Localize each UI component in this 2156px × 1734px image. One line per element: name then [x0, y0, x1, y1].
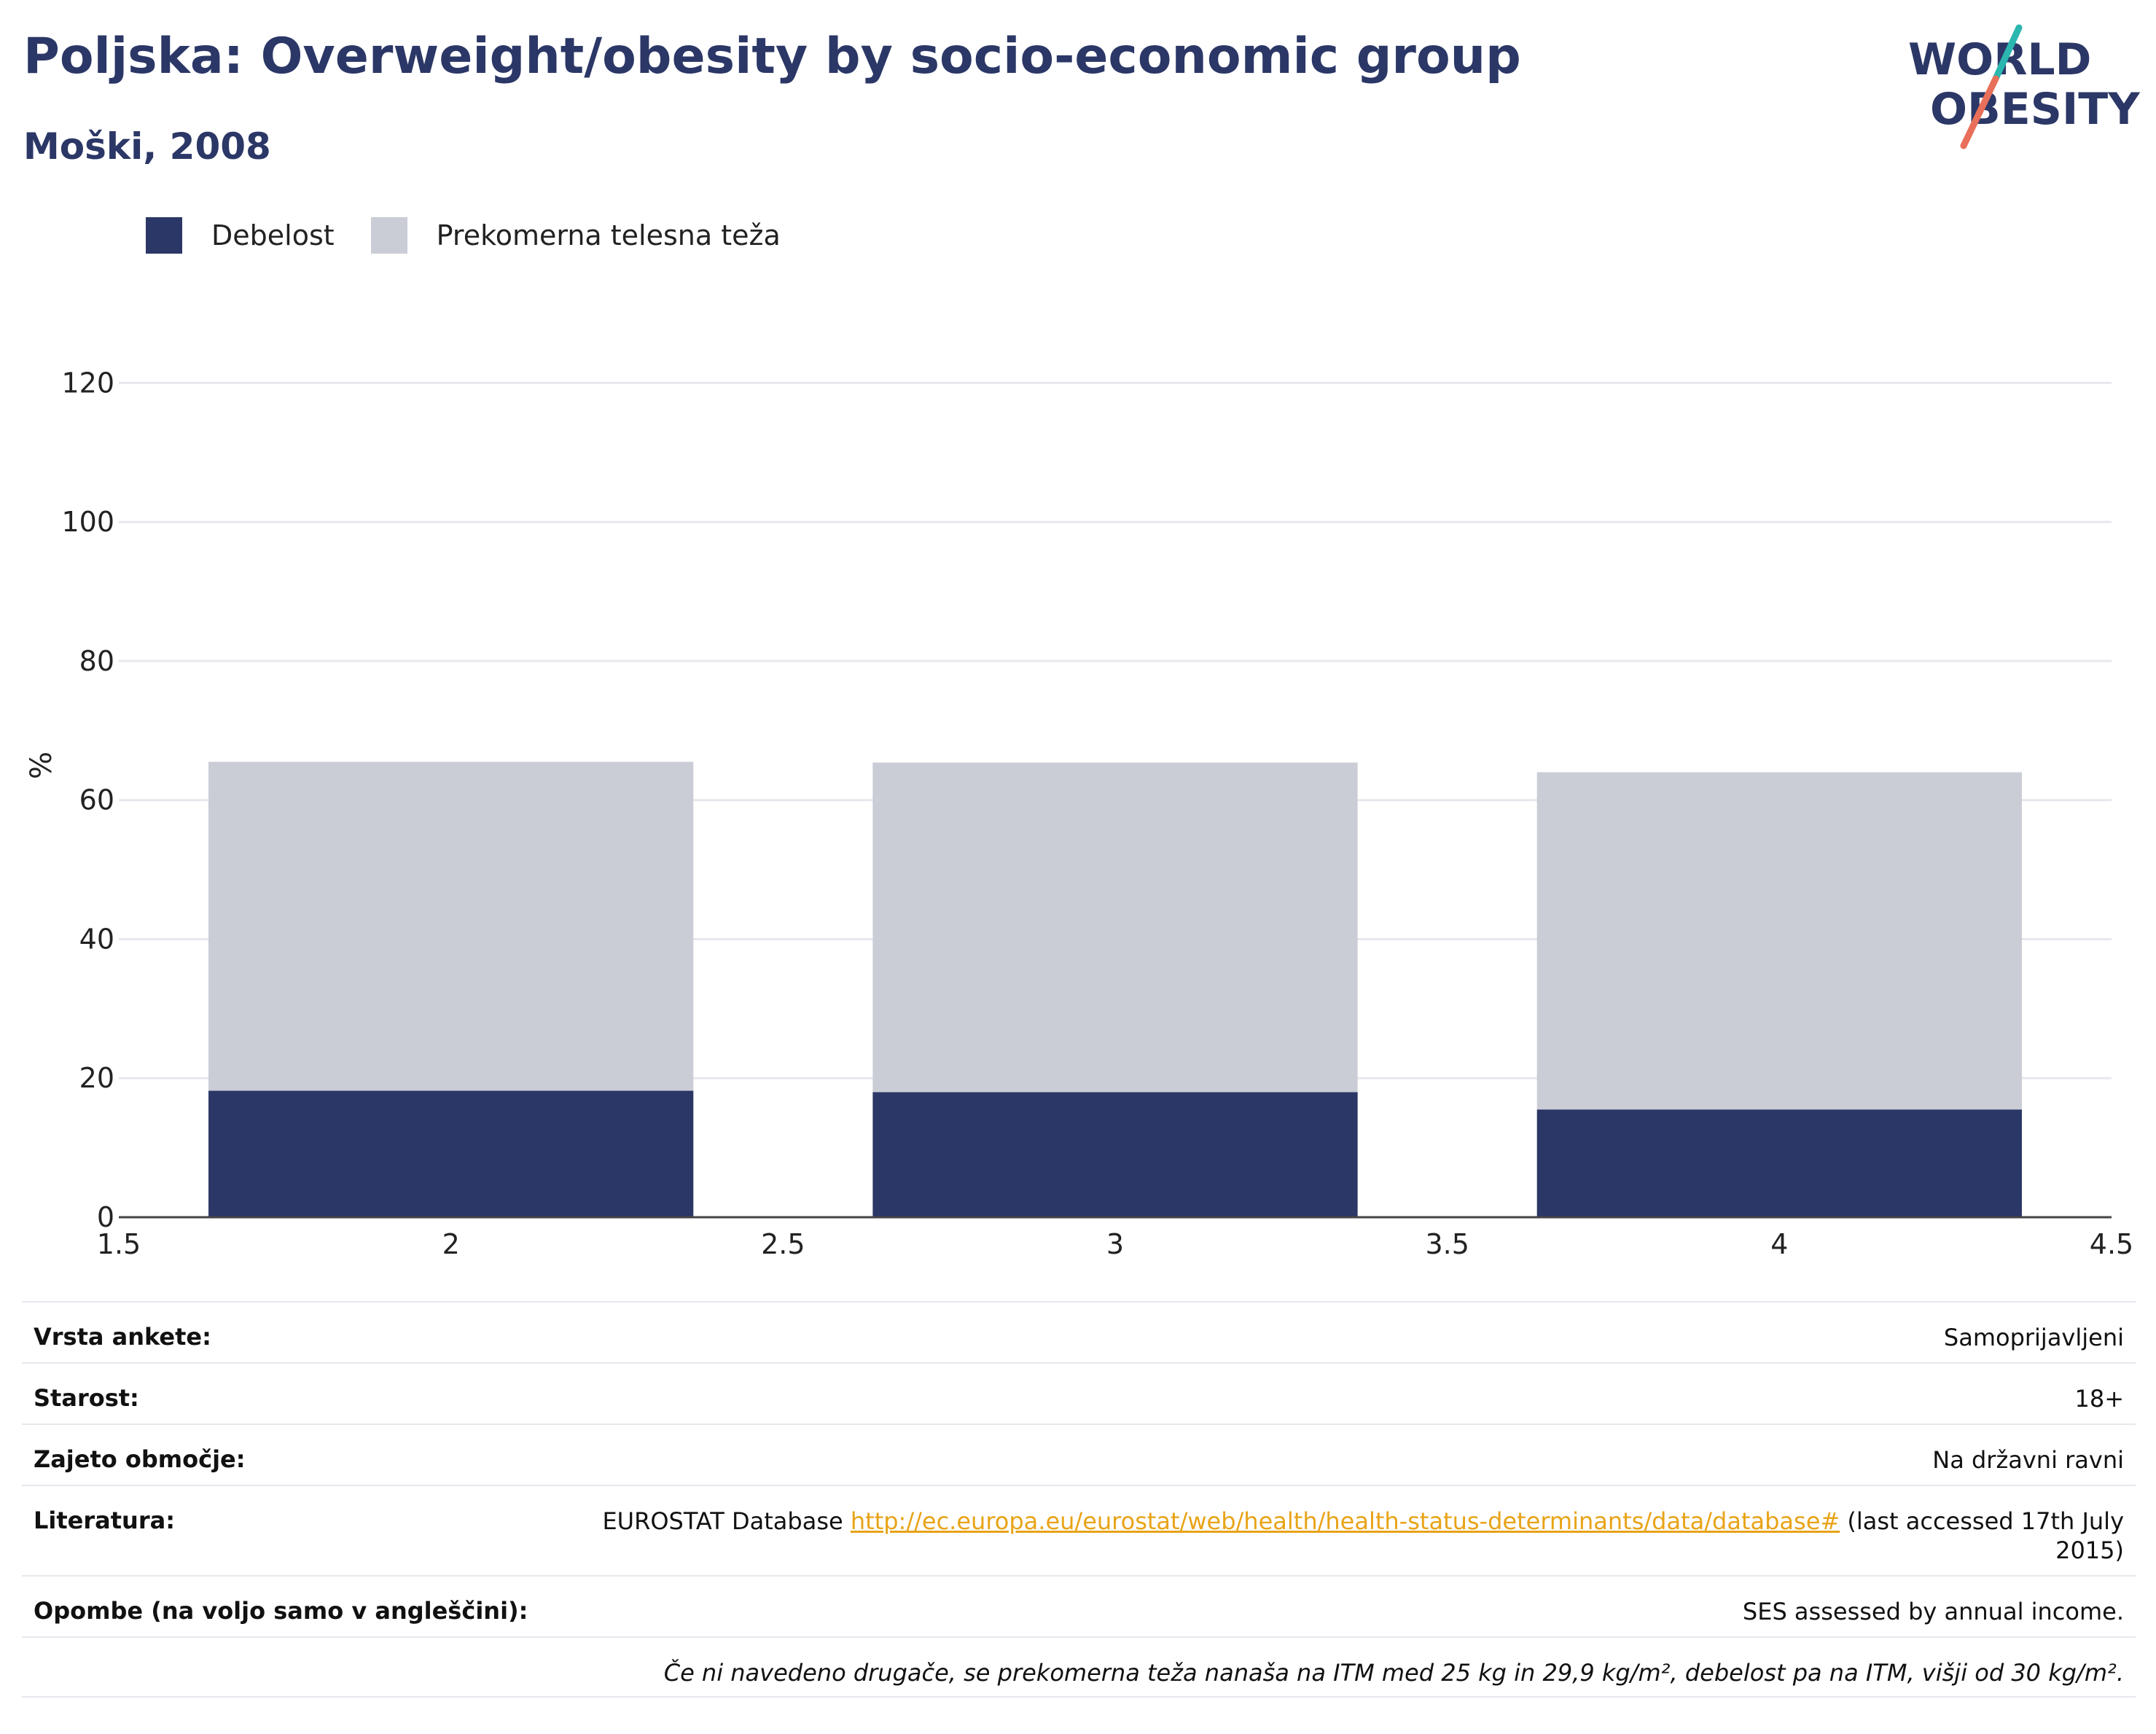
x-tick-label: 2.5	[761, 1228, 805, 1260]
x-tick-label: 1.5	[97, 1228, 141, 1260]
legend-item-overweight[interactable]: Prekomerna telesna teža	[370, 217, 781, 254]
info-value-survey-type: Samoprijavljeni	[1943, 1324, 2124, 1351]
legend-item-obesity[interactable]: Debelost	[146, 217, 335, 254]
bar-overweight	[872, 762, 1358, 1093]
stacked-bar-chart: 0 20 40 60 80 100 120% 1.5 2 2.5 3 3.5 4 4.5	[25, 367, 2133, 1260]
info-row-footnote: Če ni navedeno drugače, se prekomerna te…	[22, 1636, 2136, 1698]
bar-obesity	[208, 1090, 694, 1217]
world-obesity-logo: WORLD OBESITY	[1908, 24, 2141, 149]
bar-overweight	[1536, 772, 2022, 1110]
info-table: Vrsta ankete: Samoprijavljeni Starost: 1…	[22, 1301, 2136, 1698]
reference-link[interactable]: http://ec.europa.eu/eurostat/web/health/…	[850, 1507, 1840, 1535]
bar-obesity	[1536, 1109, 2022, 1217]
x-tick-label: 3.5	[1425, 1228, 1469, 1260]
x-tick-label: 2	[442, 1228, 460, 1260]
logo-slash-top	[1992, 24, 2023, 82]
y-axis-label: %	[25, 751, 58, 779]
reference-suffix: (last accessed 17th July 2015)	[1840, 1507, 2124, 1564]
info-value-references: EUROSTAT Database http://ec.europa.eu/eu…	[557, 1507, 2124, 1565]
info-value-coverage: Na državni ravni	[1932, 1446, 2124, 1474]
reference-prefix: EUROSTAT Database	[602, 1507, 851, 1535]
x-tick-label: 3	[1106, 1228, 1124, 1260]
page-title: Poljska: Overweight/obesity by socio-eco…	[23, 28, 1521, 85]
legend-swatch-obesity	[146, 217, 182, 254]
legend-label-overweight: Prekomerna telesna teža	[436, 219, 781, 251]
info-row-age: Starost: 18+	[22, 1362, 2136, 1423]
y-tick-label: 40	[79, 923, 114, 955]
logo-line-world: WORLD	[1908, 34, 2091, 85]
y-tick-label: 120	[61, 367, 114, 399]
info-label-survey-type: Vrsta ankete:	[34, 1323, 211, 1351]
y-tick-label: 20	[79, 1062, 114, 1094]
y-tick-label: 0	[97, 1201, 114, 1233]
y-tick-label: 60	[79, 784, 114, 816]
info-row-coverage: Zajeto območje: Na državni ravni	[22, 1423, 2136, 1485]
page-subtitle: Moški, 2008	[23, 125, 271, 168]
info-footnote: Če ni navedeno drugače, se prekomerna te…	[663, 1659, 2124, 1687]
legend-label-obesity: Debelost	[211, 219, 335, 251]
info-label-coverage: Zajeto območje:	[34, 1445, 246, 1473]
info-row-notes: Opombe (na voljo samo v angleščini): SES…	[22, 1575, 2136, 1636]
info-row-survey-type: Vrsta ankete: Samoprijavljeni	[22, 1301, 2136, 1362]
info-row-references: Literatura: EUROSTAT Database http://ec.…	[22, 1485, 2136, 1575]
y-tick-label: 100	[61, 506, 114, 538]
chart-legend: Debelost Prekomerna telesna teža	[146, 217, 817, 254]
info-value-notes: SES assessed by annual income.	[1742, 1598, 2124, 1625]
logo-line-obesity: OBESITY	[1930, 84, 2141, 135]
info-value-age: 18+	[2074, 1385, 2124, 1413]
info-label-age: Starost:	[34, 1384, 139, 1412]
bar-obesity	[872, 1092, 1358, 1217]
logo-slash-bottom	[1960, 75, 1999, 149]
legend-swatch-overweight	[370, 217, 407, 254]
x-tick-label: 4.5	[2090, 1228, 2133, 1260]
y-tick-label: 80	[79, 645, 114, 677]
info-label-notes: Opombe (na voljo samo v angleščini):	[34, 1597, 528, 1625]
bar-overweight	[208, 762, 694, 1091]
x-tick-label: 4	[1770, 1228, 1788, 1260]
info-label-references: Literatura:	[34, 1507, 175, 1534]
